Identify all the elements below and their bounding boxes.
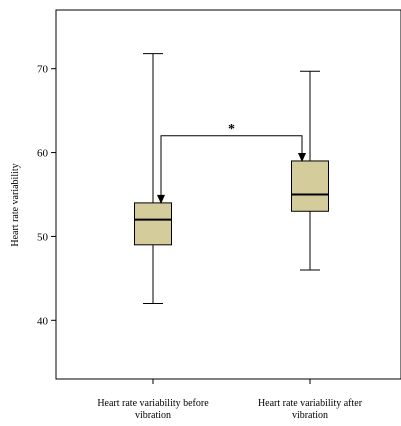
y-tick-label-50: 50 (37, 231, 49, 243)
x-tick-label-after-line1: Heart rate variability after (258, 398, 363, 409)
significance-label: * (228, 122, 235, 137)
y-tick-label-60: 60 (37, 148, 49, 160)
bracket-arrow-right (298, 152, 306, 162)
bracket-line (160, 135, 303, 195)
iqr-box-1 (291, 160, 329, 212)
box-1 (291, 70, 329, 271)
x-tick-label-after-line2: vibration (292, 410, 328, 421)
x-tick-label-before-line2: vibration (135, 410, 171, 421)
box-0 (134, 53, 172, 305)
box-series (134, 53, 329, 305)
y-axis-label: Heart rate variability (10, 163, 21, 246)
y-tick-label-40: 40 (37, 315, 49, 327)
bracket-arrow-left (157, 194, 165, 204)
significance-bracket: * (157, 122, 306, 204)
y-tick-label-70: 70 (37, 64, 49, 76)
plot-frame (55, 9, 401, 380)
x-tick-label-before-line1: Heart rate variability before (97, 398, 209, 409)
y-axis-ticks: 40 50 60 70 (37, 64, 311, 384)
iqr-box-0 (134, 202, 172, 246)
